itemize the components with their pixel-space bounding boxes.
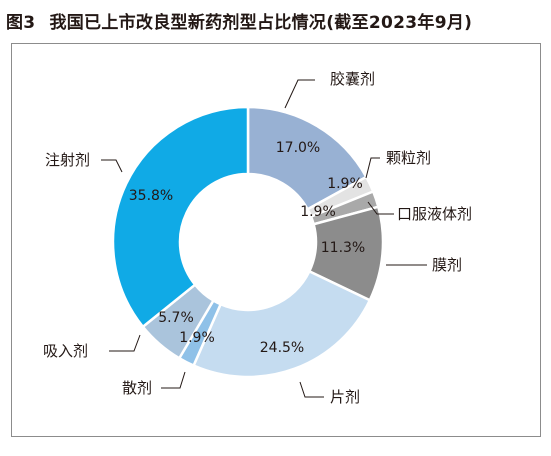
value-label: 1.9% xyxy=(179,330,215,346)
leader-line-8 xyxy=(101,159,123,173)
category-label: 膜剂 xyxy=(432,256,462,274)
value-label: 35.8% xyxy=(129,188,173,204)
slice-8 xyxy=(111,105,250,329)
leader-line-1 xyxy=(284,79,315,109)
category-label: 颗粒剂 xyxy=(386,149,431,167)
category-label: 片剂 xyxy=(330,388,360,406)
value-label: 11.3% xyxy=(321,240,365,256)
category-label: 口服液体剂 xyxy=(397,205,472,223)
category-label: 吸入剂 xyxy=(43,342,88,360)
category-label: 散剂 xyxy=(122,379,152,397)
leader-line-3 xyxy=(367,201,394,215)
value-label: 1.9% xyxy=(300,204,336,220)
value-label: 5.7% xyxy=(158,310,194,326)
value-label: 17.0% xyxy=(276,140,320,156)
figure-number: 图3 xyxy=(6,13,36,33)
value-label: 1.9% xyxy=(327,176,363,192)
leader-line-2 xyxy=(365,157,380,179)
figure-title: 图3 我国已上市改良型新药剂型占比情况(截至2023年9月) xyxy=(6,8,472,33)
leader-line-7 xyxy=(109,334,141,352)
figure-title-text: 我国已上市改良型新药剂型占比情况(截至2023年9月) xyxy=(49,13,473,33)
slice-5 xyxy=(191,269,372,379)
category-label: 注射剂 xyxy=(45,151,90,169)
leader-line-5 xyxy=(299,381,324,398)
chart-frame xyxy=(11,43,541,437)
value-label: 24.5% xyxy=(260,340,304,356)
leader-line-6 xyxy=(161,371,186,389)
category-label: 胶囊剂 xyxy=(330,70,375,88)
